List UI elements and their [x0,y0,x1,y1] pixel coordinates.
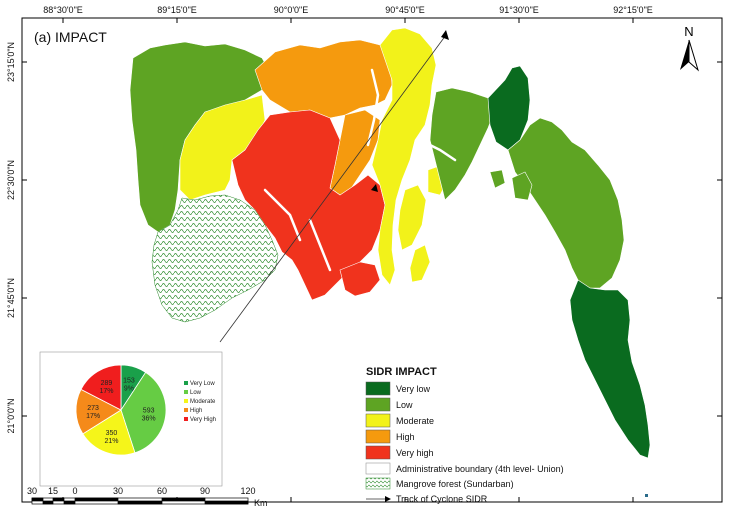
scale-bar: 30 15 0 30 60 90 120 Km [27,486,268,508]
lon-tick-1: 88°30'0"E [43,5,83,15]
legend-swatch-high [365,429,391,444]
legend-swatch-very-low [365,381,391,396]
legend-swatch-mangrove [365,477,391,490]
region-moderate-island-1 [397,184,427,251]
map-regions [129,27,651,459]
scale-label-30w: 30 [27,486,37,496]
scale-label-30: 30 [113,486,123,496]
top-ticks [22,18,722,502]
pie-legend-swatch [184,408,188,412]
lon-tick-6: 92°15'0"E [613,5,653,15]
legend-label-mangrove: Mangrove forest (Sundarban) [396,479,514,489]
pie-slice-low [120,371,167,454]
legend-label-moderate: Moderate [396,416,434,426]
scale-label-15: 15 [48,486,58,496]
region-moderate-west [179,94,266,201]
legend-track-arrow-icon [385,496,391,502]
pie-legend-label: Moderate [190,399,216,405]
region-low-se [507,117,625,289]
pie-percent-label: 9% [124,385,134,392]
lat-tick-1: 23°15'0"N [6,42,16,82]
legend-swatch-low [365,397,391,412]
lat-tick-3: 21°45'0"N [6,278,16,318]
region-moderate-island-2 [409,244,431,283]
pie-legend-swatch [184,417,188,421]
pie-percent-label: 17% [86,413,100,420]
pie-slice-very-high [80,364,122,411]
legend-swatch-moderate [365,413,391,428]
impact-legend: SIDR IMPACT Very low Low Moderate High V… [365,366,564,504]
north-label: N [684,24,693,39]
pie-legend: Very Low Low Moderate High Very High [184,381,216,423]
lon-tick-5: 91°30'0"E [499,5,539,15]
lon-tick-4: 90°45'0"E [385,5,425,15]
legend-label-track: Track of Cyclone SIDR [396,494,488,504]
legend-label-low: Low [396,400,413,410]
pie-legend-swatch [184,390,188,394]
region-very-low-ne [487,65,531,151]
pie-value-label: 350 [106,430,118,437]
lon-tick-3: 90°0'0"E [274,5,309,15]
pie-value-label: 153 [123,377,135,384]
pie-legend-label: High [190,408,202,414]
legend-label-boundary: Administrative boundary (4th level- Unio… [396,464,564,474]
pie-slices [75,364,167,456]
pie-value-label: 289 [101,380,113,387]
map-dot [645,494,648,497]
legend-label-very-low: Very low [396,384,431,394]
legend-label-high: High [396,432,415,442]
map-frame [21,17,723,503]
scale-label-0: 0 [72,486,77,496]
region-very-high-island [339,261,381,297]
north-arrow-icon: N [680,24,699,72]
region-moderate-central [371,27,437,286]
pie-legend-swatch [184,399,188,403]
region-very-high [231,109,386,301]
lon-tick-2: 89°15'0"E [157,5,197,15]
pie-percent-label: 36% [142,416,156,423]
legend-swatch-very-high [365,445,391,460]
scale-unit: Km [254,498,268,508]
pie-legend-label: Low [190,390,202,396]
lat-tick-4: 21°0'0"N [6,398,16,433]
panel-title: (a) IMPACT [34,29,107,45]
rivers [263,68,457,272]
cyclone-track [219,30,449,343]
region-high-north [254,39,393,119]
pie-value-label: 273 [87,405,99,412]
pie-percent-label: 17% [99,388,113,395]
pie-percent-label: 21% [104,438,118,445]
legend-swatch-boundary [365,462,391,475]
region-mangrove [151,194,279,323]
scale-label-120: 120 [240,486,255,496]
pie-slice-moderate [82,409,136,456]
region-low-east [429,87,496,201]
pie-slice-high [75,388,122,435]
legend-label-very-high: Very high [396,448,434,458]
scale-label-60: 60 [157,486,167,496]
pie-value-label: 593 [143,408,155,415]
lat-tick-2: 22°30'0"N [6,160,16,200]
region-low-island-2 [489,169,506,189]
pie-legend-label: Very High [190,417,216,423]
pie-legend-label: Very Low [190,381,215,387]
region-very-low-tail [569,279,651,459]
legend-title: SIDR IMPACT [366,366,437,378]
pie-legend-swatch [184,381,188,385]
region-low-island-1 [511,171,533,201]
scale-label-90: 90 [200,486,210,496]
